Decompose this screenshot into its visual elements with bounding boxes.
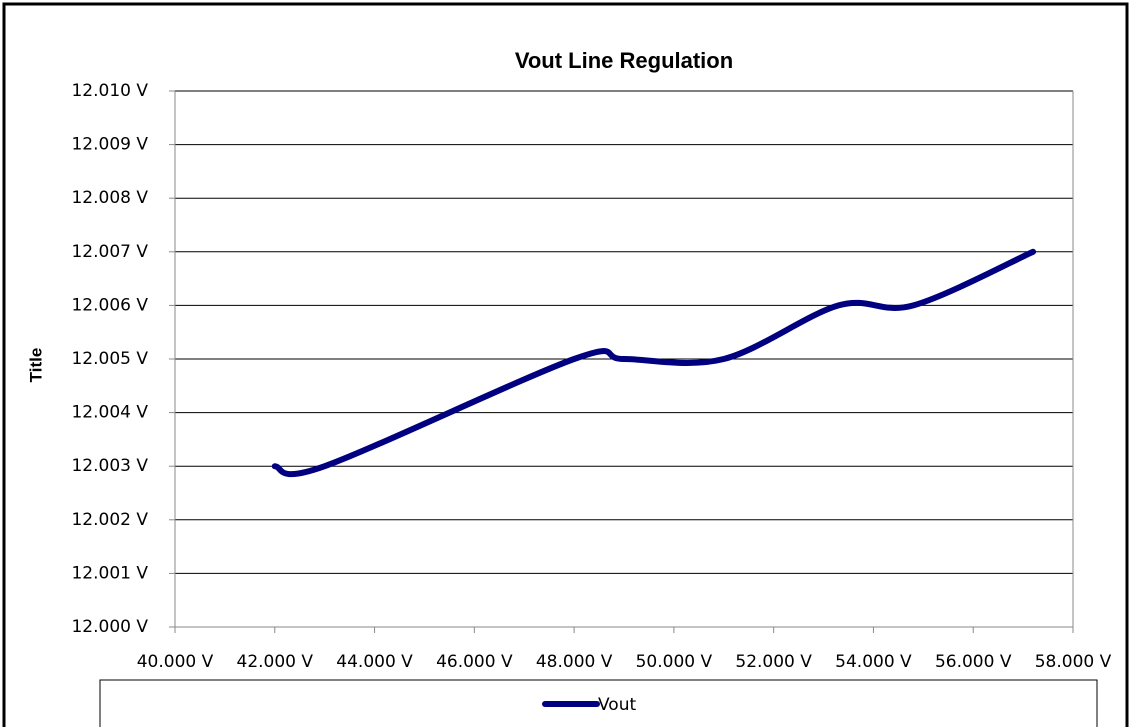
x-tick-label: 58.000 V: [1035, 652, 1112, 672]
x-tick-label: 48.000 V: [536, 652, 613, 672]
chart-title: Vout Line Regulation: [515, 48, 733, 73]
x-tick-label: 42.000 V: [237, 652, 314, 672]
series-line: [271, 248, 1037, 478]
x-tick-label: 44.000 V: [336, 652, 413, 672]
x-tick-label: 40.000 V: [137, 652, 214, 672]
y-axis-title: Title: [26, 348, 45, 383]
y-tick-label: 12.004 V: [71, 403, 148, 423]
y-tick-label: 12.010 V: [71, 81, 148, 101]
x-tick-label: 52.000 V: [735, 652, 812, 672]
legend-label: Vout: [598, 695, 636, 715]
x-tick-label: 54.000 V: [835, 652, 912, 672]
y-tick-label: 12.005 V: [71, 349, 148, 369]
y-tick-label: 12.002 V: [71, 510, 148, 530]
y-tick-label: 12.008 V: [71, 188, 148, 208]
y-tick-label: 12.007 V: [71, 242, 148, 262]
x-tick-label: 56.000 V: [935, 652, 1012, 672]
y-tick-label: 12.003 V: [71, 456, 148, 476]
x-tick-label: 46.000 V: [436, 652, 513, 672]
y-tick-label: 12.009 V: [71, 135, 148, 155]
y-tick-label: 12.001 V: [71, 563, 148, 583]
x-tick-label: 50.000 V: [636, 652, 713, 672]
y-tick-label: 12.006 V: [71, 295, 148, 315]
y-tick-label: 12.000 V: [71, 617, 148, 637]
